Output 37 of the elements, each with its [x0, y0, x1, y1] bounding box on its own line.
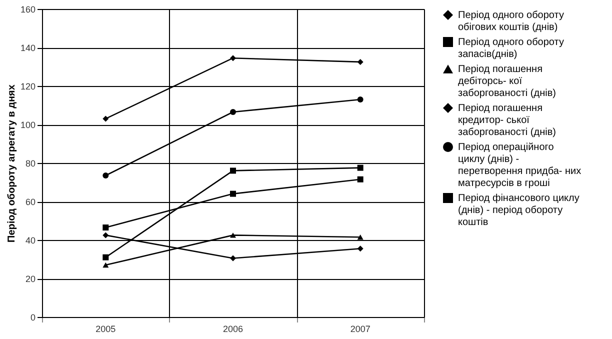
point [357, 96, 364, 102]
point [357, 176, 364, 182]
y-tick-label: 60 [25, 197, 36, 207]
y-tick-label: 20 [25, 274, 36, 284]
y-tick-label: 120 [20, 82, 36, 92]
point [357, 164, 364, 171]
point [357, 58, 364, 65]
y-tick-label: 40 [25, 236, 36, 246]
y-tick-label: 160 [20, 4, 36, 14]
legend-label: Період погашення кредитор- ської заборгованості (днів) [458, 103, 556, 138]
point [102, 116, 109, 122]
legend-label: Період одного обороту обігових коштів (днів) [458, 10, 564, 33]
legend-label: Період фінансового циклу (днів) - період обороту коштів [458, 193, 580, 228]
point [357, 234, 364, 240]
x-tick-label: 2005 [96, 324, 116, 334]
point [230, 55, 236, 62]
x-tick-label: 2006 [222, 324, 244, 334]
x-tick-label: 2007 [350, 324, 370, 334]
y-axis-title: Період обороту агрегату в днях [6, 84, 18, 242]
y-tick-label: 140 [20, 43, 36, 53]
legend-label: Період погашення дебіторсь- кої заборгованості (днів) [458, 64, 556, 99]
y-tick-label: 80 [25, 158, 36, 168]
point [102, 254, 109, 260]
point [102, 224, 109, 230]
y-tick-label: 0 [30, 312, 36, 322]
legend-label: Період одного обороту запасів(днів) [458, 37, 564, 60]
point [230, 108, 236, 115]
point [230, 168, 236, 174]
point [102, 172, 109, 179]
point [102, 232, 109, 238]
point [357, 246, 364, 252]
point [230, 190, 236, 197]
point [102, 262, 109, 268]
point [230, 255, 236, 262]
y-tick-label: 100 [20, 120, 36, 130]
point [230, 232, 236, 238]
legend-label: Період операційного циклу (днів) - перетворення придба- них матресурсів в гроші [458, 142, 582, 189]
